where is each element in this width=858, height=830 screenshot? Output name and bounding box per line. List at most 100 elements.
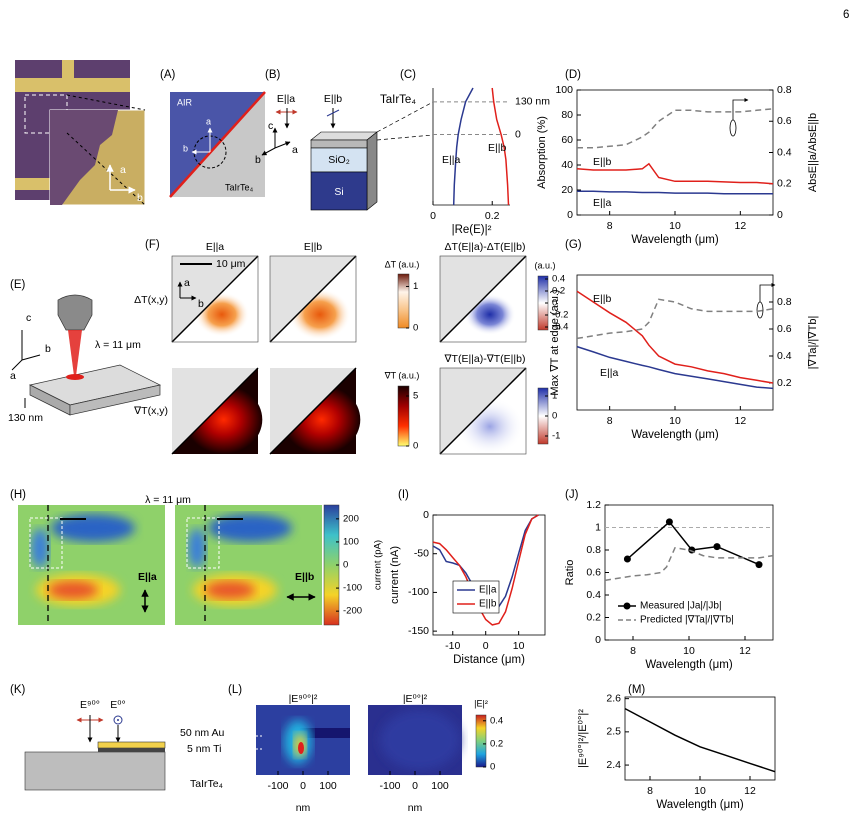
y-tick-label: 0.6 <box>586 566 601 578</box>
y-tick-label: 2.6 <box>606 692 621 704</box>
y-tick-label: 1.2 <box>586 499 601 511</box>
substrate <box>24 751 166 791</box>
x-axis-label: Wavelength (μm) <box>631 429 719 441</box>
x-tick-label: -10 <box>445 640 460 652</box>
colorbar-tick-label: 0 <box>552 298 557 309</box>
axis-line <box>21 354 41 361</box>
x-tick-label: 10 <box>669 415 681 427</box>
edge <box>169 91 266 198</box>
edge <box>171 255 259 343</box>
panel-h: (H) λ = 11 μm <box>10 489 191 506</box>
y-tick-label: 0 <box>595 634 601 646</box>
edge <box>171 367 259 455</box>
x-tick-label: 8 <box>607 220 613 232</box>
plot-frame <box>432 514 546 636</box>
y-axis-label: current (nA) <box>389 546 401 604</box>
series-line <box>576 162 774 185</box>
panel-label: (D) <box>565 69 581 81</box>
x-tick-label: 100 <box>431 780 449 792</box>
depth-label: 0 <box>515 128 521 140</box>
current-negative <box>31 528 49 568</box>
zoom-box <box>24 94 68 134</box>
y-tick-label: -100 <box>408 586 429 598</box>
electrode <box>62 60 74 90</box>
colorbar-tick-label: 0 <box>413 323 418 334</box>
colorbar-title: (a.u.) <box>534 260 555 270</box>
y-tick-label: -50 <box>414 547 429 559</box>
x-tick-label: 12 <box>734 415 746 427</box>
y2-tick-label: 0.2 <box>777 178 792 190</box>
panel-a: (A) a b a b AIR TaIrTe₄ <box>15 60 266 206</box>
axis-label: b <box>137 192 143 204</box>
roi <box>29 517 63 569</box>
colorbar-tick-label: -200 <box>343 606 362 617</box>
series-label: E||b <box>488 142 506 154</box>
row-title: ΔT(x,y) <box>134 294 168 306</box>
polarization <box>113 715 123 725</box>
layer-label: SiO₂ <box>328 154 350 166</box>
x-axis-label: nm <box>408 802 423 814</box>
polarization <box>326 109 340 117</box>
column-title: ΔT(E||a)-ΔT(E||b) <box>445 241 526 253</box>
panel-title: λ = 11 μm <box>145 494 191 506</box>
legend-label: E||b <box>479 599 497 610</box>
current-positive <box>205 581 255 599</box>
colorbar-tick-label: 0.4 <box>490 715 503 726</box>
panel-e: (E) c b a λ = 11 μm 130 nm <box>8 279 162 424</box>
column-title: ∇T(E||a)-∇T(E||b) <box>444 353 526 365</box>
axis-label: a <box>292 144 298 156</box>
x-tick-label: 8 <box>647 785 653 797</box>
series-label: E||a <box>593 197 611 209</box>
guide-line <box>376 134 434 141</box>
y-tick-label: 80 <box>561 109 573 121</box>
panel-label: (A) <box>160 69 176 81</box>
axis-arrow <box>261 147 276 156</box>
panel-label: (L) <box>228 684 242 696</box>
axis-label: a <box>184 277 190 289</box>
map-frame <box>439 367 527 455</box>
edge <box>439 255 527 343</box>
colorbar-tick-label: 0 <box>490 762 495 773</box>
colorbar-tick-label: 5 <box>413 391 418 402</box>
y-tick-label: 100 <box>555 84 573 96</box>
series-line <box>576 345 774 390</box>
y-tick-label: 60 <box>561 134 573 146</box>
colorbar-title: current (pA) <box>373 540 384 590</box>
x-tick-label: -100 <box>267 780 288 792</box>
y2-axis-label: AbsE||a/AbsE||b <box>807 113 819 192</box>
layer-label: TaIrTe₄ <box>190 778 223 790</box>
material-label: TaIrTe₄ <box>225 182 254 192</box>
x-tick-label: 12 <box>744 785 756 797</box>
x-axis-label: Wavelength (μm) <box>656 799 744 811</box>
axis-label: a <box>206 116 211 126</box>
current-positive <box>48 581 98 599</box>
inset-substrate <box>50 110 118 205</box>
colorbar-tick-label: 0.4 <box>552 274 565 285</box>
axis-label: b <box>45 343 51 355</box>
au-layer <box>97 741 166 749</box>
data-point <box>713 543 721 551</box>
panel-label: (H) <box>10 489 26 501</box>
panel-b: (B) E||a E||b c a b SiO₂ Si TaIrTe₄ <box>255 69 434 211</box>
axis-label: b <box>198 298 204 310</box>
colorbar-title: ΔT (a.u.) <box>385 259 420 269</box>
colorbar-tick-label: 1 <box>413 281 418 292</box>
row-title: ∇T(x,y) <box>133 405 168 417</box>
panel-l: (L) |E⁹⁰°|² |E⁰°|² 50 nm Au 5 nm Ti TaIr… <box>180 684 462 790</box>
panel-label: (G) <box>565 239 582 251</box>
colorbar-tick-label: -1 <box>552 431 560 442</box>
beam <box>68 330 82 376</box>
block-side <box>366 131 378 211</box>
y-tick-label: 2.5 <box>606 726 621 738</box>
field-label: E||b <box>295 571 314 583</box>
panel-label: (K) <box>10 684 26 696</box>
series-label: E||b <box>593 156 611 168</box>
panel-label: (F) <box>145 239 160 251</box>
y-axis-label: Absorption (%) <box>536 116 548 189</box>
map-title: |E⁰°|² <box>403 693 428 705</box>
colorbar-tick-label: 1 <box>552 391 557 402</box>
x-tick-label: 0 <box>300 780 306 792</box>
field-map-au <box>300 728 350 738</box>
colorbar-tick-label: 0 <box>413 441 418 452</box>
x-tick-label: 10 <box>683 645 695 657</box>
